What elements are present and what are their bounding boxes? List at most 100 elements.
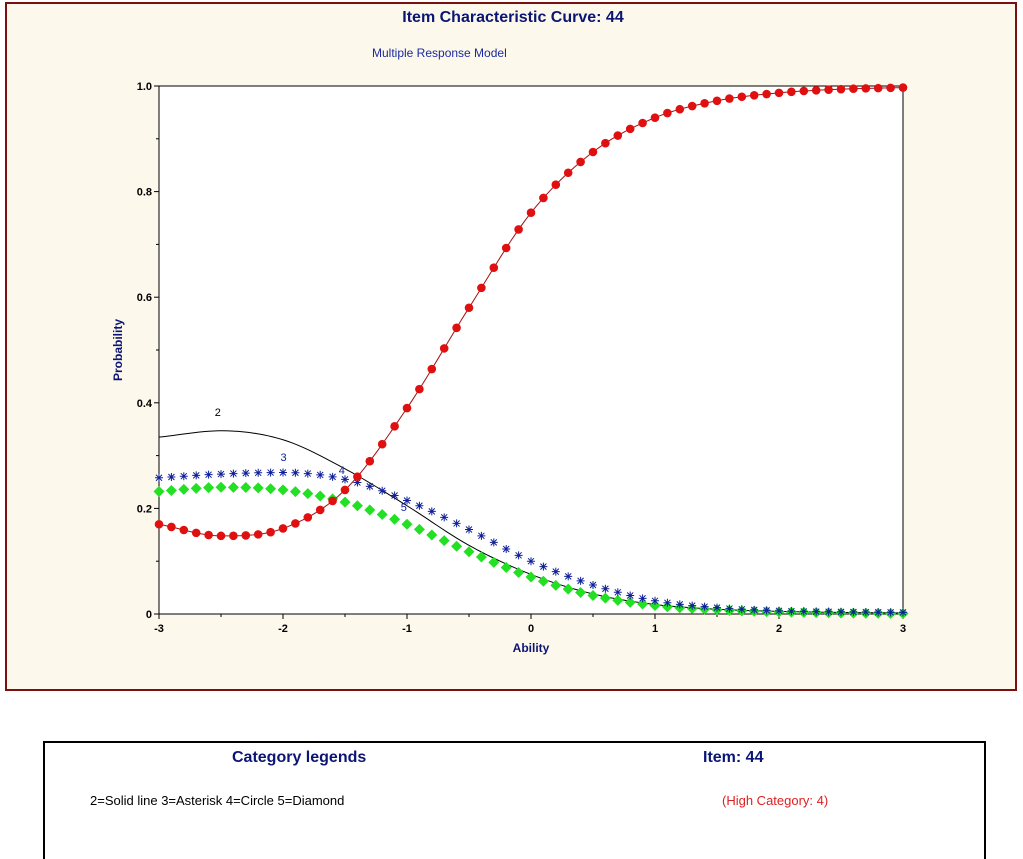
data-point-circle — [712, 96, 722, 106]
data-point-circle — [241, 531, 251, 540]
data-point-diamond — [562, 583, 574, 595]
data-point-asterisk — [167, 473, 176, 482]
y-tick-label: 0.2 — [137, 503, 152, 515]
data-point-circle — [749, 90, 759, 100]
data-point-circle — [625, 124, 635, 134]
data-point-asterisk — [266, 468, 275, 477]
data-point-circle — [700, 99, 709, 108]
data-point-diamond — [624, 596, 636, 608]
data-point-asterisk — [427, 507, 436, 516]
data-point-circle — [539, 193, 548, 203]
data-point-circle — [415, 384, 424, 394]
data-point-asterisk — [799, 607, 808, 616]
data-point-asterisk — [638, 594, 647, 603]
data-point-asterisk — [365, 482, 374, 491]
data-point-circle — [390, 422, 399, 431]
data-point-diamond — [203, 482, 215, 494]
data-point-asterisk — [737, 605, 746, 614]
data-point-circle — [353, 472, 362, 481]
data-point-asterisk — [899, 608, 907, 617]
data-point-asterisk — [675, 600, 684, 609]
data-point-diamond — [438, 535, 450, 547]
data-point-asterisk — [651, 596, 659, 605]
data-point-circle — [836, 84, 846, 94]
data-point-diamond — [364, 504, 376, 516]
data-point-asterisk — [886, 608, 895, 617]
series-label: 2 — [215, 407, 221, 419]
data-point-asterisk — [179, 472, 188, 481]
data-point-asterisk — [874, 608, 883, 617]
data-point-asterisk — [576, 576, 585, 585]
data-point-asterisk — [477, 531, 486, 540]
chart-title: Item Characteristic Curve: 44 — [402, 9, 624, 26]
data-point-asterisk — [341, 475, 349, 484]
series-3: 3 — [155, 452, 907, 617]
data-point-circle — [489, 263, 499, 273]
data-point-asterisk — [229, 469, 238, 478]
y-tick-label: 1.0 — [137, 81, 152, 93]
data-point-diamond — [376, 509, 388, 521]
data-point-circle — [737, 92, 747, 102]
data-point-asterisk — [849, 608, 858, 617]
data-point-asterisk — [303, 469, 312, 478]
data-point-circle — [873, 83, 883, 93]
data-point-asterisk — [415, 501, 424, 510]
data-point-asterisk — [601, 584, 610, 593]
data-point-diamond — [227, 481, 239, 493]
data-point-asterisk — [589, 580, 597, 589]
data-point-asterisk — [837, 607, 845, 616]
data-point-asterisk — [378, 486, 387, 495]
data-point-circle — [328, 496, 337, 506]
x-tick-label: 2 — [776, 623, 782, 635]
data-point-diamond — [339, 496, 351, 508]
series-label: 5 — [401, 502, 407, 514]
data-point-circle — [402, 403, 412, 413]
data-point-diamond — [401, 518, 413, 530]
data-point-asterisk — [390, 491, 399, 500]
data-point-circle — [291, 519, 300, 528]
data-point-circle — [861, 84, 871, 93]
data-point-circle — [849, 84, 858, 94]
data-point-asterisk — [204, 470, 213, 479]
data-point-diamond — [525, 571, 537, 583]
data-point-asterisk — [663, 598, 672, 607]
data-point-asterisk — [279, 468, 287, 477]
data-point-asterisk — [551, 567, 560, 576]
y-tick-label: 0.8 — [137, 187, 152, 199]
data-point-asterisk — [192, 471, 201, 480]
data-point-circle — [576, 157, 585, 167]
data-point-asterisk — [514, 551, 523, 560]
series-label: 3 — [281, 452, 287, 464]
data-point-diamond — [488, 556, 500, 568]
data-point-asterisk — [440, 513, 449, 522]
data-point-asterisk — [502, 544, 511, 553]
series-4: 4 — [154, 83, 908, 541]
x-tick-label: -1 — [402, 623, 412, 635]
chart-subtitle: Multiple Response Model — [372, 46, 507, 60]
data-point-asterisk — [824, 607, 833, 616]
data-point-asterisk — [725, 604, 734, 613]
data-point-circle — [663, 108, 672, 118]
data-point-asterisk — [700, 602, 709, 611]
data-point-asterisk — [353, 478, 362, 487]
legend-description: 2=Solid line 3=Asterisk 4=Circle 5=Diamo… — [90, 793, 345, 808]
data-point-circle — [762, 89, 771, 99]
chart-panel: Item Characteristic Curve: 44 Multiple R… — [5, 2, 1017, 691]
data-point-diamond — [451, 540, 463, 552]
data-point-circle — [377, 439, 387, 449]
series-layer: 2 5 3 4 — [153, 83, 909, 619]
data-point-diamond — [252, 482, 264, 494]
data-point-diamond — [178, 483, 190, 495]
data-point-diamond — [190, 482, 202, 494]
data-point-circle — [526, 208, 536, 218]
data-point-diamond — [389, 513, 401, 525]
data-point-asterisk — [316, 470, 325, 479]
data-point-circle — [439, 344, 449, 353]
x-tick-label: 0 — [528, 623, 534, 635]
x-axis-label: Ability — [513, 641, 550, 655]
data-point-circle — [551, 180, 561, 189]
data-point-asterisk — [241, 469, 250, 478]
y-tick-label: 0.6 — [137, 292, 152, 304]
y-tick-label: 0.4 — [137, 398, 153, 410]
data-point-diamond — [289, 486, 301, 498]
